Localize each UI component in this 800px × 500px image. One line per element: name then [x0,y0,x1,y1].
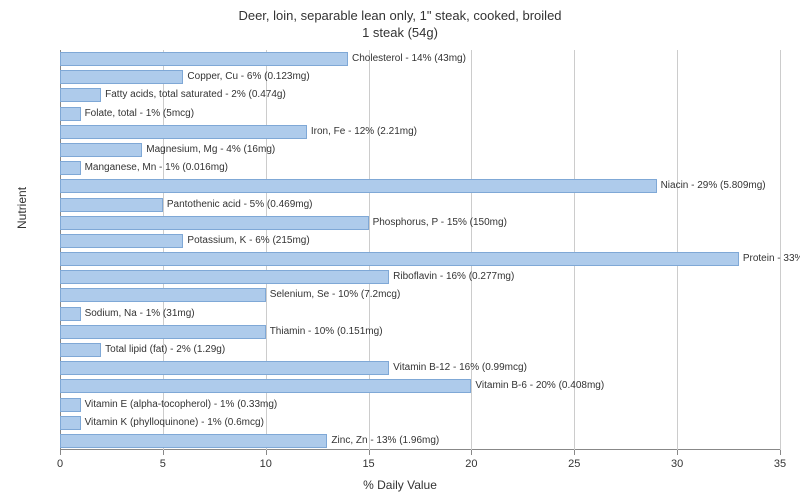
x-tick-mark [780,450,781,455]
nutrient-bar-label: Cholesterol - 14% (43mg) [348,52,466,66]
nutrient-bar-label: Selenium, Se - 10% (7.2mcg) [266,288,401,302]
nutrient-bar-label: Total lipid (fat) - 2% (1.29g) [101,343,225,357]
gridline [677,50,678,450]
x-tick-mark [471,450,472,455]
x-tick-label: 0 [57,458,63,470]
nutrient-bar-label: Riboflavin - 16% (0.277mg) [389,270,514,284]
x-tick-label: 10 [260,458,272,470]
x-tick-label: 5 [160,458,166,470]
x-tick-label: 20 [465,458,477,470]
nutrient-bar-label: Niacin - 29% (5.809mg) [657,179,766,193]
x-tick-mark [369,450,370,455]
nutrient-bar [60,379,471,393]
nutrient-bar-label: Vitamin K (phylloquinone) - 1% (0.6mcg) [81,416,264,430]
x-tick-mark [60,450,61,455]
y-axis-label: Nutrient [15,187,29,229]
chart-title: Deer, loin, separable lean only, 1" stea… [0,0,800,42]
nutrient-bar-label: Thiamin - 10% (0.151mg) [266,325,383,339]
x-tick-label: 30 [671,458,683,470]
x-tick-label: 15 [362,458,374,470]
x-tick-mark [163,450,164,455]
nutrient-bar-label: Pantothenic acid - 5% (0.469mg) [163,198,313,212]
nutrient-bar [60,125,307,139]
nutrient-bar-label: Protein - 33% (16.31g) [739,252,800,266]
nutrient-bar [60,270,389,284]
nutrient-bar [60,398,81,412]
nutrient-bar-label: Zinc, Zn - 13% (1.96mg) [327,434,439,448]
nutrient-bar [60,416,81,430]
x-tick-mark [677,450,678,455]
nutrient-bar [60,307,81,321]
nutrient-bar [60,107,81,121]
nutrient-bar-label: Vitamin B-6 - 20% (0.408mg) [471,379,604,393]
nutrient-bar-label: Potassium, K - 6% (215mg) [183,234,309,248]
nutrient-bar [60,198,163,212]
nutrient-bar [60,343,101,357]
x-axis-line [60,449,780,450]
nutrient-bar [60,70,183,84]
nutrient-bar [60,234,183,248]
nutrient-bar [60,216,369,230]
nutrient-bar-label: Vitamin B-12 - 16% (0.99mcg) [389,361,527,375]
nutrient-bar [60,361,389,375]
gridline [780,50,781,450]
nutrient-bar [60,252,739,266]
nutrient-bar-label: Copper, Cu - 6% (0.123mg) [183,70,309,84]
nutrient-bar-label: Fatty acids, total saturated - 2% (0.474… [101,88,286,102]
nutrient-bar [60,325,266,339]
nutrient-bar [60,143,142,157]
x-tick-label: 35 [774,458,786,470]
nutrient-bar-label: Vitamin E (alpha-tocopherol) - 1% (0.33m… [81,398,278,412]
nutrient-bar [60,88,101,102]
nutrient-bar-label: Iron, Fe - 12% (2.21mg) [307,125,417,139]
x-tick-label: 25 [568,458,580,470]
plot-area: 05101520253035Cholesterol - 14% (43mg)Co… [60,50,780,450]
nutrient-bar-label: Folate, total - 1% (5mcg) [81,107,194,121]
nutrient-bar-label: Sodium, Na - 1% (31mg) [81,307,195,321]
nutrient-bar [60,288,266,302]
nutrient-bar-label: Phosphorus, P - 15% (150mg) [369,216,507,230]
title-line-1: Deer, loin, separable lean only, 1" stea… [238,8,561,23]
x-tick-mark [574,450,575,455]
nutrient-bar [60,179,657,193]
nutrient-bar-label: Manganese, Mn - 1% (0.016mg) [81,161,228,175]
nutrient-chart: Deer, loin, separable lean only, 1" stea… [0,0,800,500]
nutrient-bar [60,161,81,175]
nutrient-bar [60,52,348,66]
x-tick-mark [266,450,267,455]
title-line-2: 1 steak (54g) [362,25,438,40]
nutrient-bar-label: Magnesium, Mg - 4% (16mg) [142,143,275,157]
x-axis-label: % Daily Value [0,478,800,492]
nutrient-bar [60,434,327,448]
